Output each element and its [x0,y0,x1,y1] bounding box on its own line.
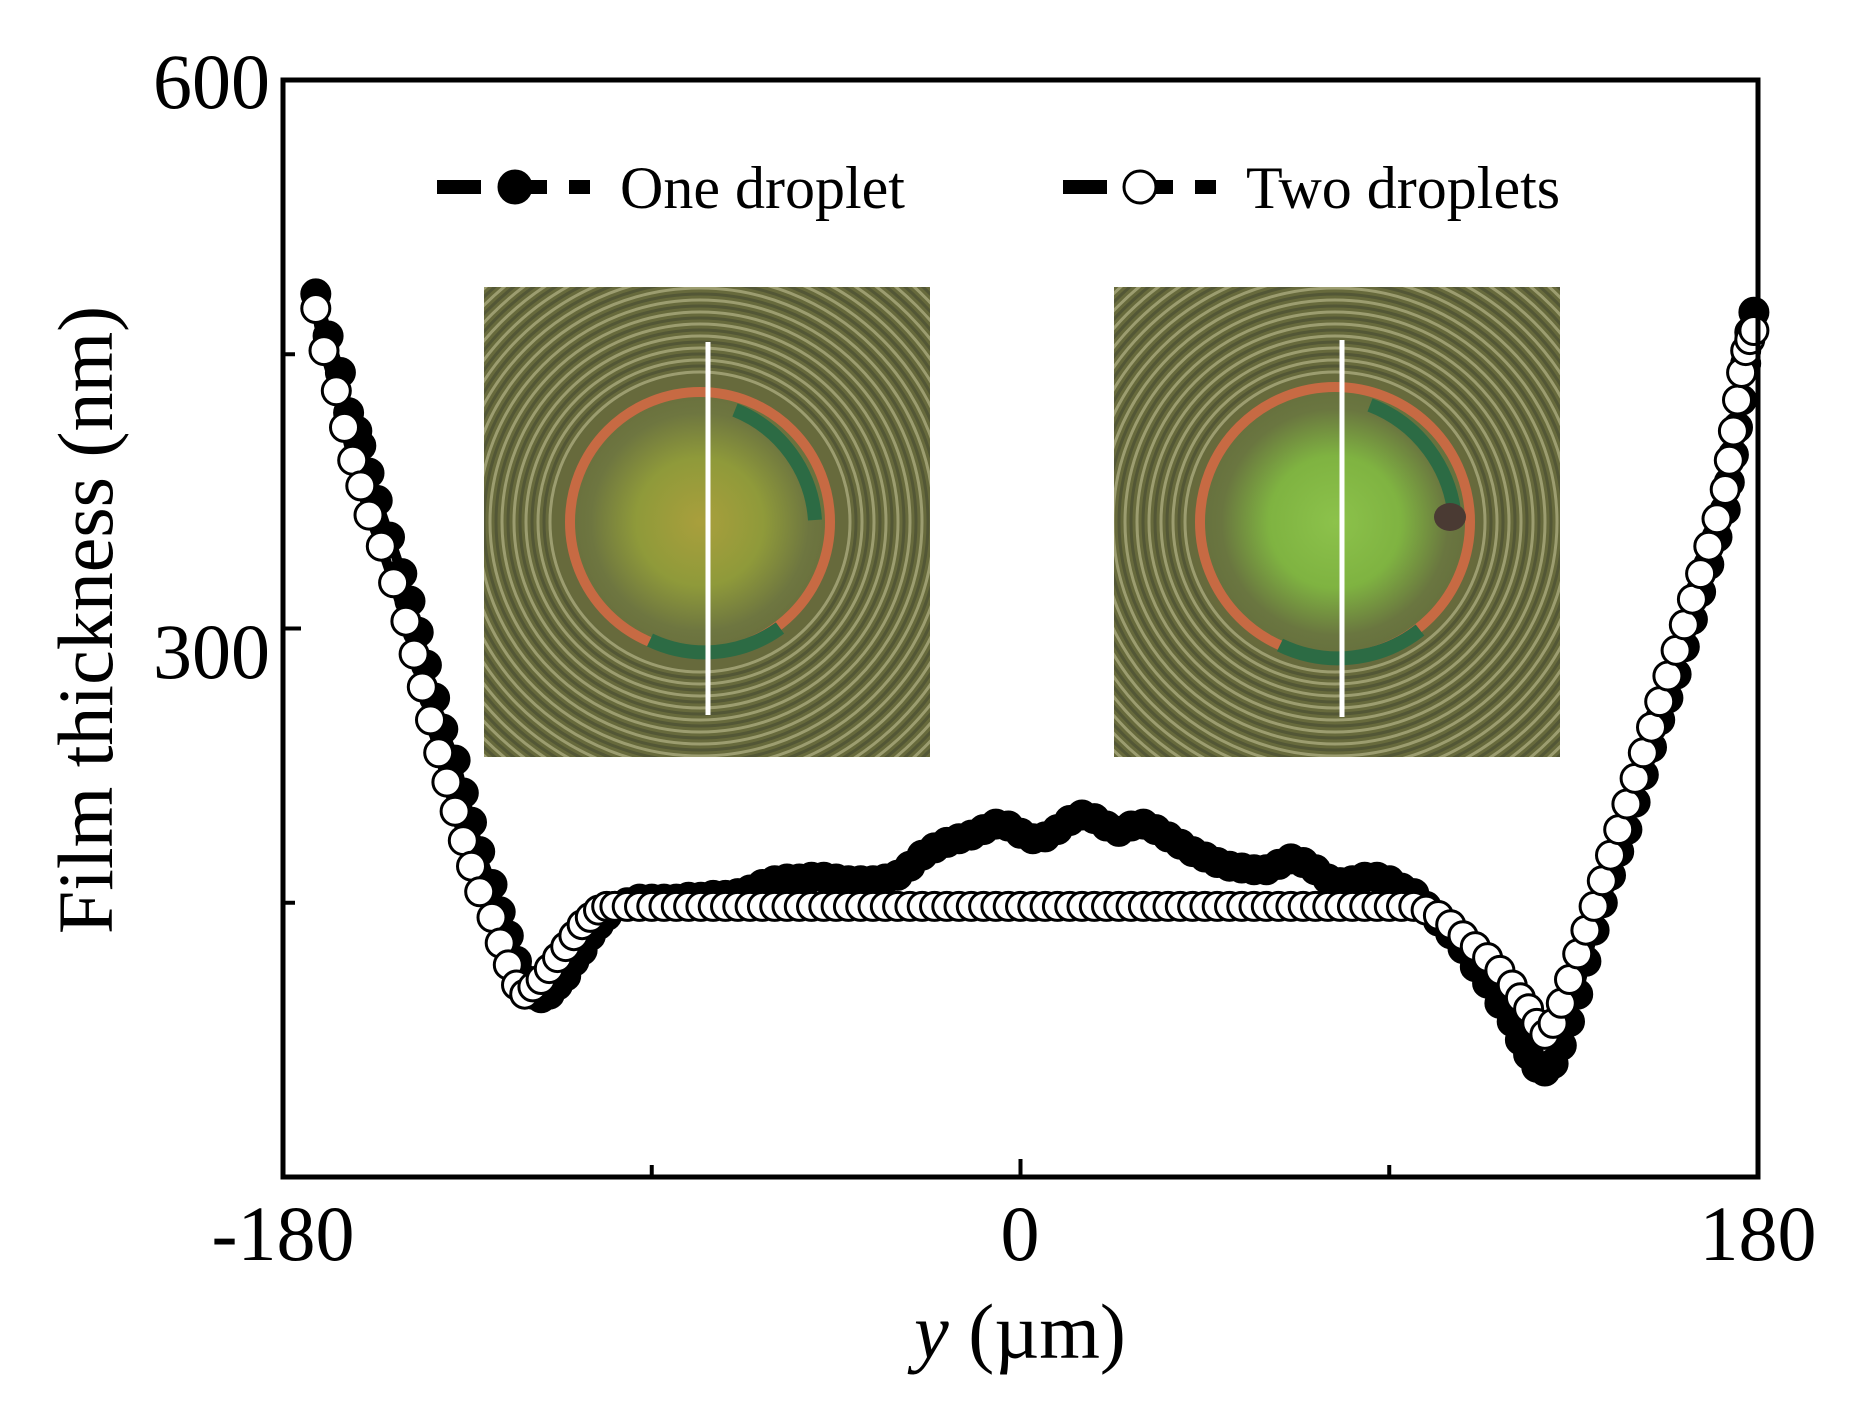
two-droplets-point [1627,737,1659,769]
x-axis-title: y (µm) [907,1288,1126,1375]
interference-ring [500,322,900,722]
legend-two-marker [1122,169,1158,205]
interference-ring [1147,334,1523,710]
two-droplets-point [1603,814,1635,846]
two-droplets-point [1713,444,1745,476]
interference-ring [1165,352,1505,692]
two-droplets-point [1652,660,1684,692]
interference-ring [1114,292,1560,752]
two-droplets-point [337,444,369,476]
interference-ring [484,287,930,757]
two-droplets-point [320,375,352,407]
two-droplets-point [1578,890,1610,922]
two-droplets-point [476,901,508,933]
y-tick-label-300: 300 [153,608,270,695]
interference-ring [1159,346,1511,698]
two-droplets-point [308,335,340,367]
two-droplets-point [406,671,438,703]
interference-ring [1183,370,1487,674]
interference-ring [548,370,852,674]
interference-ring [1141,328,1529,716]
interference-ring [484,292,930,752]
interference-ring [530,352,870,692]
interference-ring [488,310,912,734]
two-droplets-point [1693,530,1725,562]
legend-two-label: Two droplets [1246,155,1560,221]
x-tick-label-min: -180 [212,1190,355,1277]
two-droplets-point [378,567,410,599]
inset-two-droplets-image [1114,287,1560,757]
interference-ring [1135,322,1535,722]
interference-ring [1114,298,1559,746]
two-droplets-point [1717,415,1749,447]
two-droplets-point [1636,711,1667,743]
interference-ring [484,304,918,740]
interference-ring [506,328,894,716]
two-droplets-point [1619,762,1651,794]
interference-ring [524,346,876,698]
two-droplets-point [1586,865,1618,897]
interference-ring [1171,358,1499,686]
interference-ring [1177,364,1493,680]
series-two-droplets [300,293,1770,1050]
interference-ring [1114,287,1560,757]
interference-ring [1153,340,1517,704]
interference-ring [484,298,924,746]
two-droplets-point [456,850,487,882]
two-droplets-point [423,737,455,769]
two-droplets-point [1611,788,1643,820]
x-tick-label-zero: 0 [1001,1190,1040,1277]
axis-ticks [281,78,1760,1177]
two-droplets-point [1709,474,1741,505]
two-droplets-point [1738,315,1770,346]
two-droplets-point [1644,686,1676,718]
two-droplets-point [1595,839,1626,871]
two-droplets-point [431,766,463,798]
two-droplets-point [353,499,385,531]
two-droplets-point [1701,503,1733,535]
legend-one-label: One droplet [620,155,905,221]
two-droplets-point [365,530,397,562]
y-axis-title: Film thickness (nm) [42,306,129,934]
interference-ring [512,334,888,710]
two-droplets-point [439,795,471,827]
interference-ring [518,340,882,704]
two-droplets-point [1685,558,1717,590]
inset-one-droplet-image [484,287,930,757]
two-droplets-point [1668,609,1700,641]
two-droplets-point [415,704,446,736]
two-droplets-point [398,638,430,670]
two-droplets-point [1722,384,1753,416]
two-droplets-point [1660,634,1692,666]
two-droplets-point [345,470,377,502]
interference-ring [542,364,858,680]
two-droplets-point [390,605,422,637]
two-droplets-point [300,293,332,324]
y-tick-label-600: 600 [153,38,270,125]
two-droplets-point [1676,583,1708,615]
two-droplets-point [1554,964,1585,995]
two-droplets-point [447,825,479,857]
interference-ring [1117,304,1553,740]
interference-ring [536,358,864,686]
interference-ring [1123,310,1547,734]
two-droplets-point [464,876,496,908]
legend-one-marker [497,169,533,205]
legend: One droplet Two droplets [437,155,1560,221]
x-tick-label-max: 180 [1700,1190,1817,1277]
two-droplets-point [329,411,360,443]
interference-ring [1129,316,1541,728]
interference-ring [494,316,906,728]
